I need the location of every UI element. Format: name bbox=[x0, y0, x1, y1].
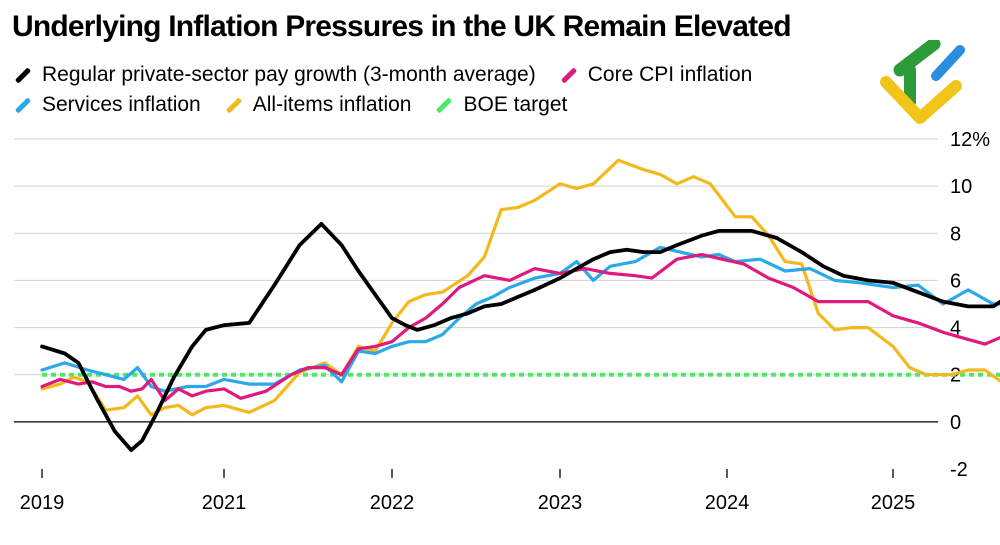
x-tick-label-5: 2025 bbox=[871, 492, 916, 514]
logo-blue-bar bbox=[931, 45, 965, 81]
legend-label-all-items: All-items inflation bbox=[252, 93, 412, 116]
logo-green-bar bbox=[893, 40, 941, 77]
y-tick-label-2: 8 bbox=[950, 223, 961, 245]
x-tick-label-4: 2024 bbox=[705, 492, 750, 514]
x-tick-label-1: 2021 bbox=[202, 492, 247, 514]
legend-row-2: Services inflation All-items inflation B… bbox=[14, 90, 854, 120]
y-tick-label-7: -2 bbox=[950, 459, 968, 481]
y-tick-label-0: 12% bbox=[950, 129, 990, 151]
chart-title: Underlying Inflation Pressures in the UK… bbox=[12, 10, 792, 43]
legend-label-core-cpi: Core CPI inflation bbox=[587, 63, 753, 86]
legend-item-services: Services inflation bbox=[14, 93, 201, 117]
legend-row-1: Regular private-sector pay growth (3-mon… bbox=[14, 60, 854, 90]
series-services-line bbox=[40, 245, 1000, 393]
legend-label-pay: Regular private-sector pay growth (3-mon… bbox=[42, 63, 536, 86]
legend-item-core-cpi: Core CPI inflation bbox=[560, 63, 753, 87]
legend-label-boe-target: BOE target bbox=[463, 93, 568, 116]
legend-label-services: Services inflation bbox=[42, 93, 201, 116]
series-pay-growth-line bbox=[40, 222, 1000, 452]
series-all-items-line bbox=[40, 158, 1000, 417]
y-tick-label-4: 4 bbox=[950, 318, 961, 340]
legend-item-all-items: All-items inflation bbox=[225, 93, 412, 117]
logo-yellow-chevron bbox=[880, 76, 962, 124]
y-tick-label-3: 6 bbox=[950, 270, 961, 292]
x-tick-label-0: 2019 bbox=[20, 492, 65, 514]
x-tick-label-3: 2023 bbox=[538, 492, 583, 514]
x-tick-label-2: 2022 bbox=[370, 492, 415, 514]
y-tick-label-1: 10 bbox=[950, 176, 972, 198]
brand-logo-icon bbox=[880, 40, 965, 124]
legend-item-pay: Regular private-sector pay growth (3-mon… bbox=[14, 63, 536, 87]
legend: Regular private-sector pay growth (3-mon… bbox=[14, 60, 854, 120]
y-tick-label-6: 0 bbox=[950, 412, 961, 434]
series-core-cpi-line bbox=[40, 252, 1000, 403]
legend-item-boe-target: BOE target bbox=[435, 93, 567, 117]
